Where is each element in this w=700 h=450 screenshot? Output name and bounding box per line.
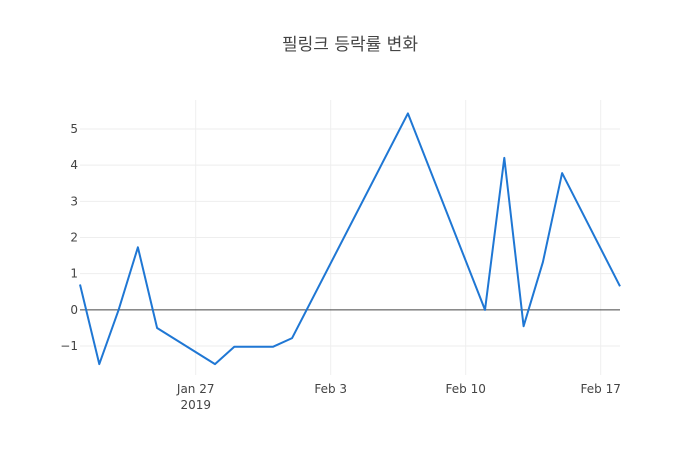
y-tick-label: −1 <box>60 339 78 353</box>
data-point[interactable] <box>615 281 625 291</box>
data-point[interactable] <box>210 359 220 369</box>
data-point[interactable] <box>94 359 104 369</box>
chart-title: 필링크 등락률 변화 <box>282 35 418 55</box>
data-point[interactable] <box>114 305 124 315</box>
data-point[interactable] <box>519 321 529 331</box>
data-point[interactable] <box>499 153 509 163</box>
x-tick-label: Feb 10 <box>446 382 486 396</box>
data-point[interactable] <box>229 342 239 352</box>
data-point[interactable] <box>287 333 297 343</box>
x-tick-sublabel: 2019 <box>180 398 211 412</box>
x-tick-label: Feb 3 <box>314 382 347 396</box>
series-line <box>79 112 621 366</box>
data-point[interactable] <box>268 342 278 352</box>
x-tick-label: Feb 17 <box>581 382 621 396</box>
data-point[interactable] <box>557 168 567 178</box>
data-point[interactable] <box>403 108 413 118</box>
data-point[interactable] <box>480 305 490 315</box>
y-tick-label: 3 <box>70 194 78 208</box>
y-tick-label: 1 <box>70 267 78 281</box>
data-point[interactable] <box>152 323 162 333</box>
data-point[interactable] <box>538 257 548 267</box>
y-tick-label: 5 <box>70 122 78 136</box>
x-tick-label: Jan 27 <box>176 382 215 396</box>
data-point[interactable] <box>133 242 143 252</box>
y-tick-label: 2 <box>70 231 78 245</box>
y-tick-label: 4 <box>70 158 78 172</box>
y-tick-label: 0 <box>70 303 78 317</box>
data-point[interactable] <box>249 342 259 352</box>
data-point[interactable] <box>75 280 85 290</box>
